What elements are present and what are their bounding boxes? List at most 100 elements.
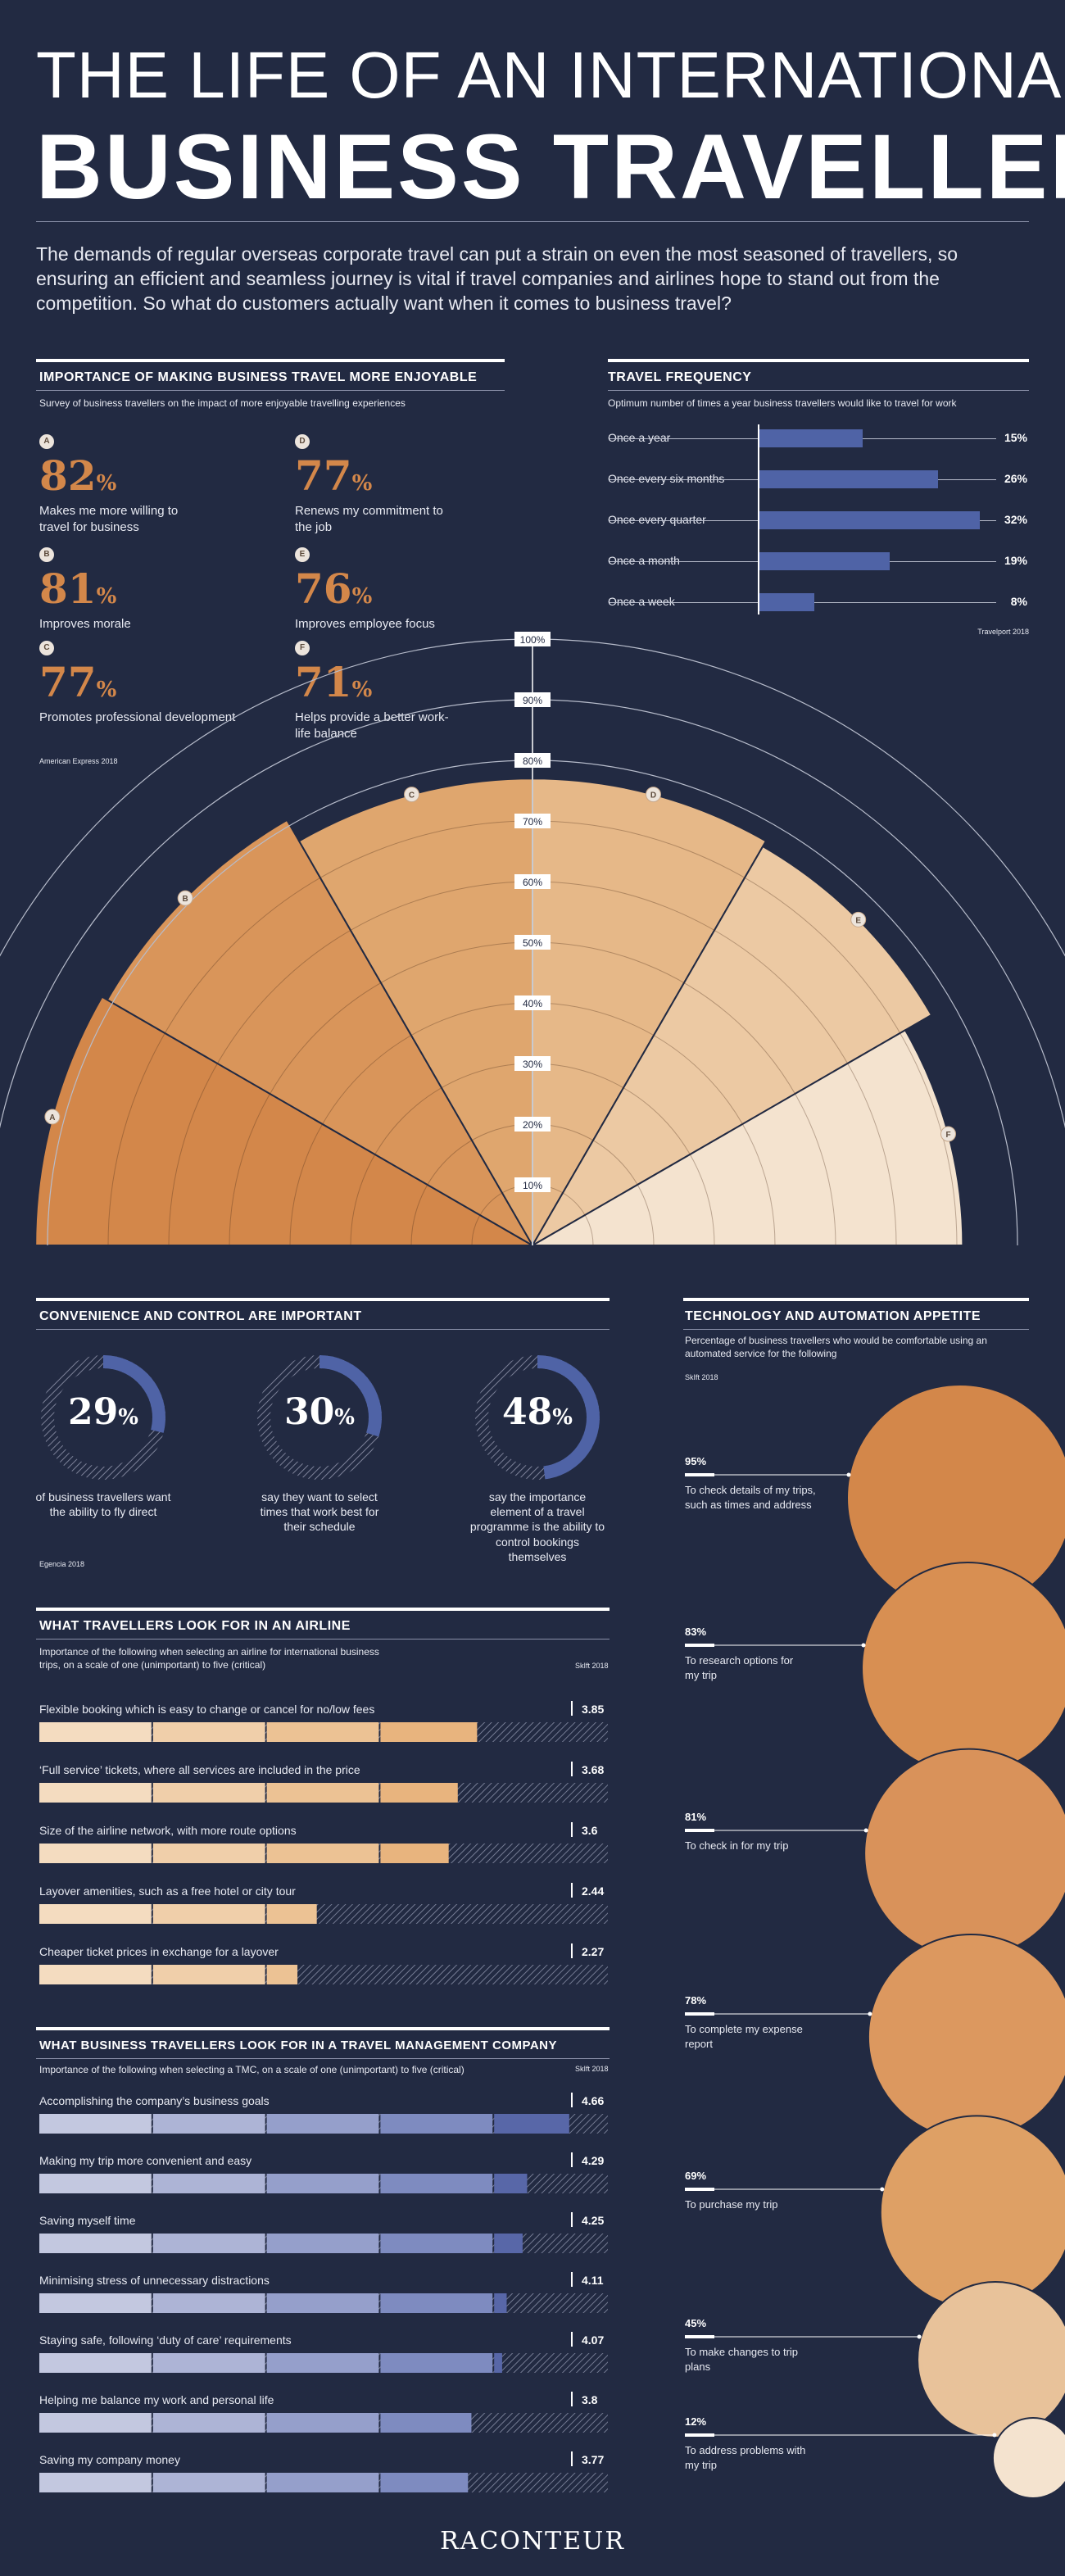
airline-value-tick [571,1943,573,1958]
stat-value: 76% [295,569,372,610]
bar-segment [380,2114,493,2134]
ring-label: say they want to select times that work … [260,1490,379,1534]
airline-title: WHAT TRAVELLERS LOOK FOR IN AN AIRLINE [39,1619,351,1633]
airline-source: SkIft 2018 [575,1662,609,1670]
bar-segment [266,2353,379,2373]
bar-segment [152,2293,265,2313]
ring-3 [472,1352,603,1483]
bar-segment [380,1783,458,1803]
stat-value: 82% [39,456,116,497]
scale-label: 50% [514,935,551,950]
airline-row-value: 2.44 [582,1884,605,1898]
frequency-label: Once every six months [608,472,725,485]
frequency-bar [759,593,814,611]
frequency-label: Once a month [608,554,680,567]
tmc-value-tick [571,2332,573,2347]
technology-leader-dot [880,2187,885,2192]
ring-number: 30 [284,1391,335,1433]
radial-letter: A [49,1113,55,1122]
technology-circle [861,1562,1065,1775]
bar-segment [494,2174,528,2193]
tmc-row-value: 3.77 [582,2453,605,2466]
scale-label: 90% [514,692,551,707]
tmc-rule [36,2027,610,2030]
scale-label: 10% [514,1177,551,1192]
technology-label: To make changes to trip plans [685,2346,799,2373]
tmc-row-label: Accomplishing the company’s business goa… [39,2094,270,2107]
ring-unit: % [118,1405,138,1430]
frequency-value: 8% [1010,595,1027,608]
stat-letter: C [39,641,54,655]
ring-unit: % [552,1405,573,1430]
technology-value: 78% [685,1994,707,2007]
radial-letter: C [409,791,415,800]
ring-fill [475,1355,600,1480]
technology-leader-cap [685,2012,714,2016]
technology-value: 45% [685,2317,707,2329]
stat-unit: % [96,584,117,609]
scale-label-text: 70% [523,816,542,828]
bar-segment [152,2174,265,2193]
bar-segment [266,2234,379,2253]
scale-label-text: 20% [523,1119,542,1131]
scale-label: 70% [514,814,551,828]
frequency-row: Once every six months 26% [608,467,1027,492]
radial-letter-marker [177,890,193,906]
frequency-row: Once every quarter 32% [608,508,1027,533]
bar-segment [266,1722,379,1742]
radial-letter-marker [850,911,867,927]
frequency-value: 32% [1004,513,1027,526]
airline-row-label: ‘Full service’ tickets, where all servic… [39,1763,360,1776]
stat-letter: D [295,434,310,449]
airline-row-value: 3.6 [582,1824,598,1837]
technology-title: TECHNOLOGY AND AUTOMATION APPETITE [685,1309,981,1323]
tmc-row-label: Making my trip more convenient and easy [39,2154,252,2167]
technology-subtitle: Percentage of business travellers who wo… [685,1335,987,1360]
bar-segment [39,2174,152,2193]
bar-segment [39,2114,152,2134]
frequency-label: Once every quarter [608,513,706,526]
technology-leader-dot [868,2011,872,2016]
ring-2 [254,1352,385,1483]
technology-leader-cap [685,1829,714,1832]
bar-segment [380,1722,478,1742]
stat-unit: % [351,471,373,496]
ring-number: 48 [502,1391,553,1433]
stat-letter: B [39,547,54,562]
radial-letter: D [650,791,656,800]
technology-leader-cap [685,2188,714,2191]
stat-number: 81 [39,565,97,613]
bar-segment [494,2353,502,2373]
bar-segment [39,2353,152,2373]
bar-segment [39,1722,152,1742]
technology-leader-cap [685,2433,714,2437]
technology-value: 83% [685,1626,707,1638]
technology-label: To research options for my trip [685,1654,794,1681]
bar-segment [266,1904,317,1924]
header-divider [36,221,1029,222]
ring-label: say the importance element of a travel p… [469,1490,605,1563]
stat-number: 77 [39,658,97,706]
bar-segment [266,1844,379,1863]
tmc-row-value: 4.11 [582,2274,604,2287]
technology-label: To check in for my trip [685,1839,789,1852]
convenience-title: CONVENIENCE AND CONTROL ARE IMPORTANT [39,1309,362,1323]
tmc-bar [39,2473,608,2492]
technology-leader-dot [917,2334,922,2339]
airline-bar [39,1965,608,1984]
intro-text: The demands of regular overseas corporat… [36,243,958,314]
tmc-value-tick [571,2392,573,2406]
bar-segment [266,2293,379,2313]
bar-segment [380,2473,469,2492]
tmc-subrule [36,2058,610,2059]
technology-circle [863,1748,1065,1959]
bar-segment [380,2293,493,2313]
bar-segment [266,2413,379,2433]
ring-fill [257,1355,382,1480]
frequency-value: 19% [1004,554,1027,567]
bar-segment [152,2353,265,2373]
scale-label: 60% [514,874,551,889]
frequency-rule [608,359,1029,362]
technology-value: 81% [685,1811,707,1823]
airline-subtitle: Importance of the following when selecti… [39,1646,379,1671]
